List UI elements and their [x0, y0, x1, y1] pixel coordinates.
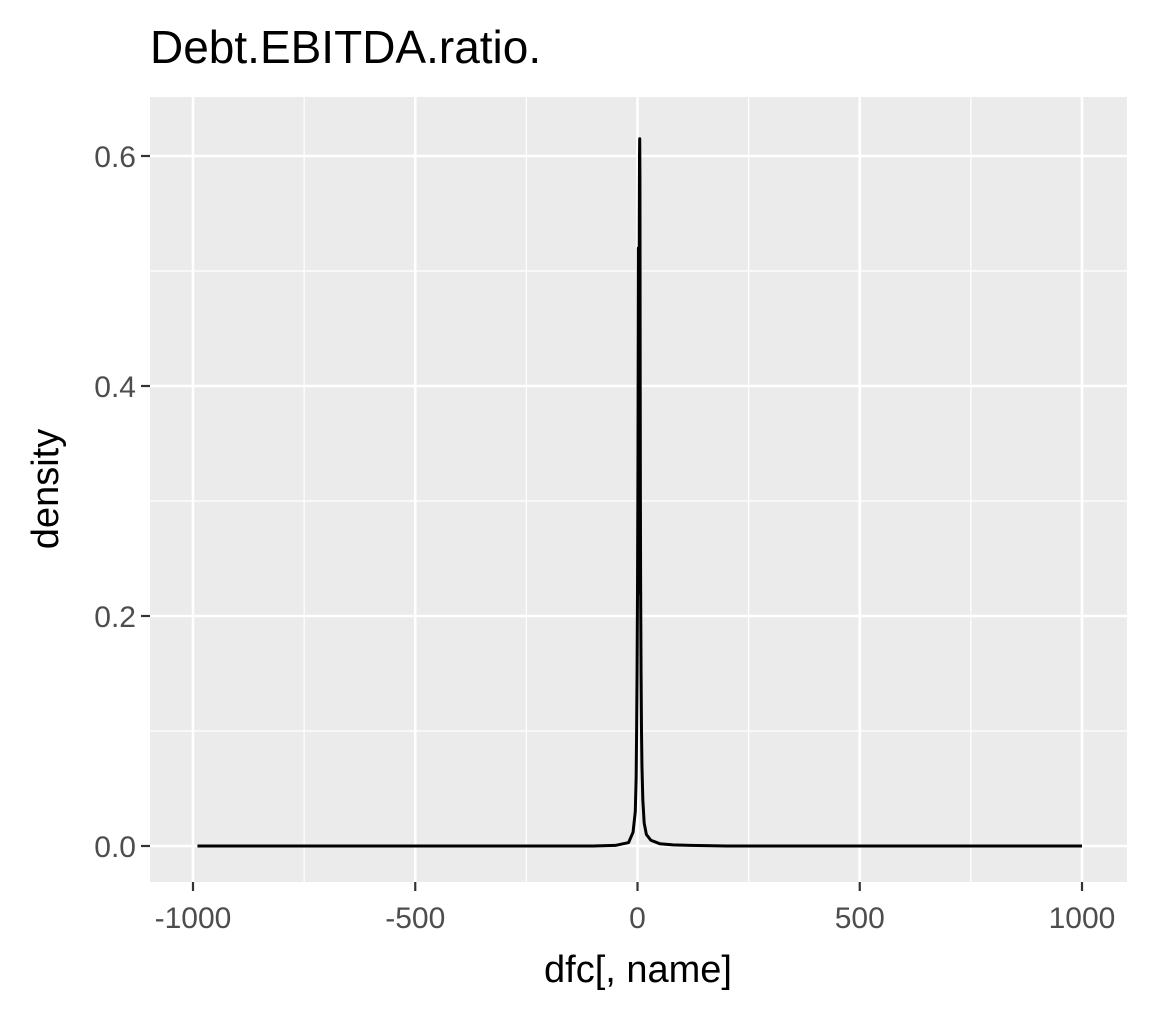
x-axis: -1000 -500 0 500 1000	[155, 882, 1116, 935]
x-tick-label-1: -500	[385, 902, 445, 935]
y-tick-label-1: 0.2	[94, 601, 136, 634]
y-tick-label-2: 0.4	[94, 371, 136, 404]
x-tick-label-2: 0	[629, 902, 646, 935]
x-tick-label-0: -1000	[155, 902, 232, 935]
x-tick-label-3: 500	[835, 902, 885, 935]
y-axis: 0.0 0.2 0.4 0.6	[94, 141, 150, 864]
density-line	[197, 137, 1082, 848]
y-axis-label: density	[25, 429, 67, 549]
x-axis-label: dfc[, name]	[544, 949, 732, 991]
x-tick-label-4: 1000	[1049, 902, 1116, 935]
y-tick-label-3: 0.6	[94, 141, 136, 174]
y-tick-label-0: 0.0	[94, 831, 136, 864]
chart-title: Debt.EBITDA.ratio.	[150, 21, 541, 73]
